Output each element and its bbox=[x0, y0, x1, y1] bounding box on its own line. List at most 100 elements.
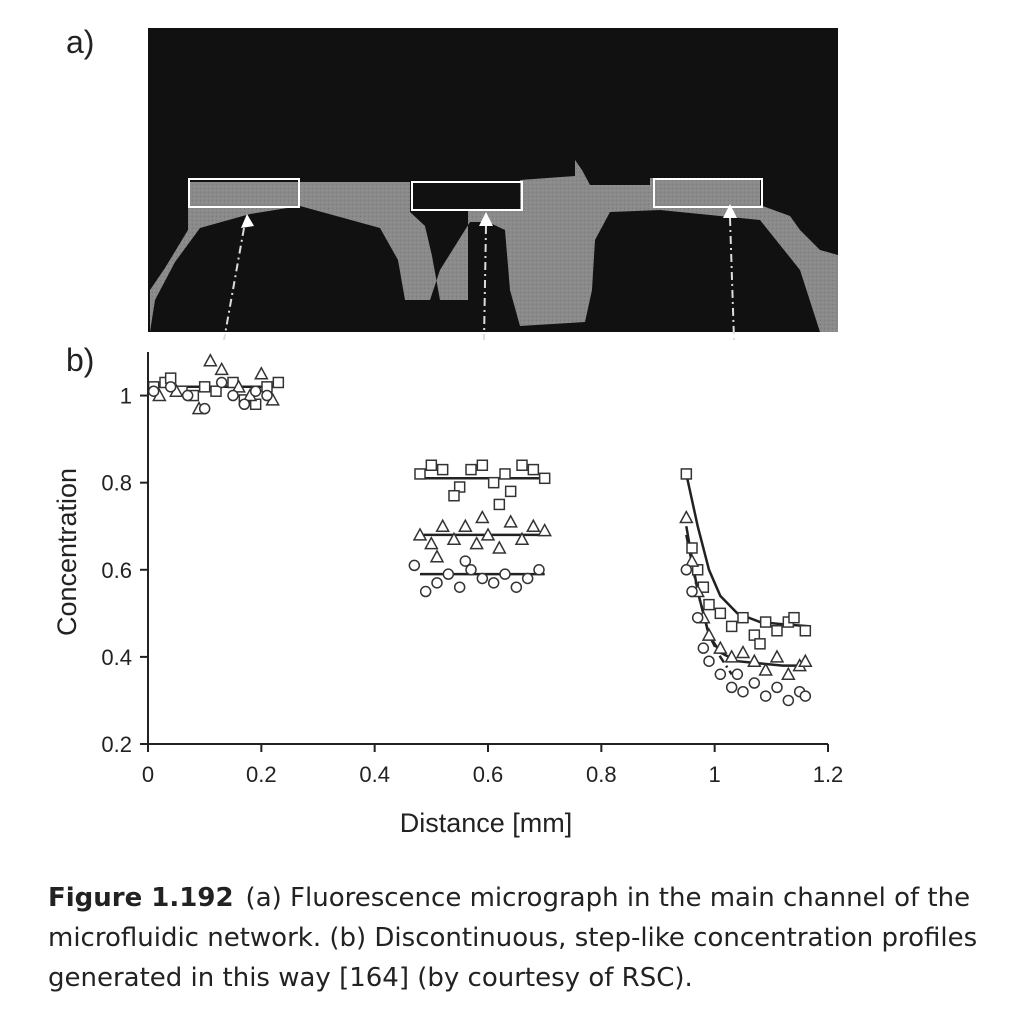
data-point-triangle bbox=[537, 523, 552, 537]
data-point-circle bbox=[782, 694, 795, 707]
y-tick-label: 1 bbox=[120, 384, 132, 409]
y-tick-label: 0.4 bbox=[101, 645, 132, 670]
data-point-circle bbox=[408, 559, 421, 572]
x-tick-label: 1.2 bbox=[813, 762, 844, 787]
data-point-triangle bbox=[684, 553, 700, 567]
data-point-circle bbox=[703, 655, 715, 667]
data-point-circle bbox=[799, 690, 812, 702]
data-point-circle bbox=[227, 389, 239, 402]
fluorescence-micrograph bbox=[148, 28, 838, 340]
y-axis-label: Concentration bbox=[52, 468, 82, 636]
data-point-square bbox=[703, 598, 715, 611]
data-point-circle bbox=[725, 681, 738, 694]
data-point-square bbox=[499, 468, 511, 480]
data-point-triangle bbox=[503, 514, 518, 528]
data-point-circle bbox=[198, 402, 211, 415]
data-point-triangle bbox=[747, 653, 762, 667]
data-point-square bbox=[448, 489, 460, 502]
data-point-circle bbox=[680, 564, 693, 576]
data-point-square bbox=[714, 607, 727, 620]
data-point-circle bbox=[238, 398, 251, 411]
data-point-circle bbox=[261, 389, 273, 402]
roi-box-2 bbox=[411, 181, 523, 211]
data-point-square bbox=[516, 459, 528, 471]
x-tick-label: 1 bbox=[709, 762, 721, 787]
data-point-triangle bbox=[701, 627, 717, 641]
data-point-circle bbox=[697, 642, 710, 654]
y-tick-label: 0.8 bbox=[101, 471, 132, 496]
panel-a-label: a) bbox=[66, 24, 95, 60]
data-point-square bbox=[686, 542, 698, 554]
data-point-square bbox=[737, 611, 749, 624]
pointer-line-3 bbox=[729, 217, 735, 340]
data-point-circle bbox=[748, 677, 761, 689]
x-tick-label: 0 bbox=[142, 762, 154, 787]
data-point-square bbox=[198, 381, 211, 393]
roi-box-1 bbox=[188, 178, 300, 208]
x-tick-label: 0.8 bbox=[586, 762, 617, 787]
x-ticks: 0 0.2 0.4 0.6 0.8 1 1.2 bbox=[142, 744, 843, 787]
y-tick-label: 0.6 bbox=[101, 558, 132, 583]
data-point-square bbox=[504, 485, 517, 498]
data-point-triangle bbox=[679, 509, 694, 524]
data-point-square bbox=[487, 476, 500, 489]
data-point-circle bbox=[759, 690, 772, 702]
figure-caption: Figure 1.192 (a) Fluorescence micrograph … bbox=[48, 878, 1008, 998]
data-point-triangle bbox=[480, 527, 496, 541]
x-tick-label: 0.4 bbox=[359, 762, 390, 787]
data-point-circle bbox=[215, 376, 228, 389]
data-point-circle bbox=[476, 572, 489, 585]
data-point-circle bbox=[147, 385, 160, 397]
data-point-triangle bbox=[458, 518, 473, 532]
data-point-circle bbox=[249, 385, 262, 397]
data-point-triangle bbox=[735, 644, 751, 659]
concentration-chart: 0 0.2 0.4 0.6 0.8 1 1.2 0.2 0.4 0.6 0.8 1 Distance… bbox=[52, 352, 843, 838]
data-point-square bbox=[725, 620, 738, 633]
x-tick-label: 0.6 bbox=[473, 762, 504, 787]
data-point-circle bbox=[164, 381, 177, 393]
data-point-circle bbox=[521, 572, 534, 585]
plot-area bbox=[147, 353, 813, 707]
data-point-triangle bbox=[231, 379, 246, 393]
data-point-square bbox=[759, 616, 772, 628]
caption-text: (a) Fluorescence micrograph in the main … bbox=[48, 883, 978, 993]
arrow-head-1 bbox=[241, 214, 254, 228]
data-point-square bbox=[436, 463, 449, 476]
data-point-square bbox=[476, 459, 489, 471]
data-point-triangle bbox=[446, 531, 462, 546]
data-point-triangle bbox=[526, 518, 541, 532]
data-point-triangle bbox=[475, 509, 490, 524]
data-point-square bbox=[771, 625, 783, 637]
data-point-triangle bbox=[203, 353, 218, 367]
data-point-circle bbox=[510, 581, 523, 593]
data-point-square bbox=[465, 463, 477, 476]
data-point-triangle bbox=[424, 536, 439, 550]
data-point-circle bbox=[731, 668, 744, 681]
data-point-circle bbox=[465, 564, 477, 576]
data-point-square bbox=[210, 385, 222, 397]
arrow-head-2 bbox=[479, 212, 493, 226]
data-point-circle bbox=[442, 568, 455, 580]
data-point-triangle bbox=[435, 518, 450, 532]
microchannel-shape bbox=[150, 160, 838, 332]
data-point-square bbox=[414, 468, 426, 480]
data-point-triangle bbox=[514, 531, 530, 546]
data-point-square bbox=[425, 459, 438, 471]
fit-line bbox=[685, 473, 812, 628]
data-point-circle bbox=[487, 577, 500, 589]
data-point-triangle bbox=[798, 653, 813, 667]
data-point-circle bbox=[533, 564, 545, 576]
roi-box-3 bbox=[653, 178, 763, 208]
data-point-square bbox=[799, 625, 812, 637]
x-tick-label: 0.2 bbox=[246, 762, 277, 787]
arrow-head-3 bbox=[723, 204, 737, 218]
pointer-line-2 bbox=[483, 225, 487, 340]
data-point-triangle bbox=[724, 649, 739, 663]
data-point-square bbox=[680, 468, 693, 480]
data-point-circle bbox=[419, 585, 432, 598]
data-point-circle bbox=[714, 668, 727, 681]
pointer-line-1 bbox=[223, 227, 245, 340]
data-point-circle bbox=[691, 611, 704, 624]
panel-b-label: b) bbox=[66, 342, 95, 378]
data-point-triangle bbox=[769, 649, 785, 663]
